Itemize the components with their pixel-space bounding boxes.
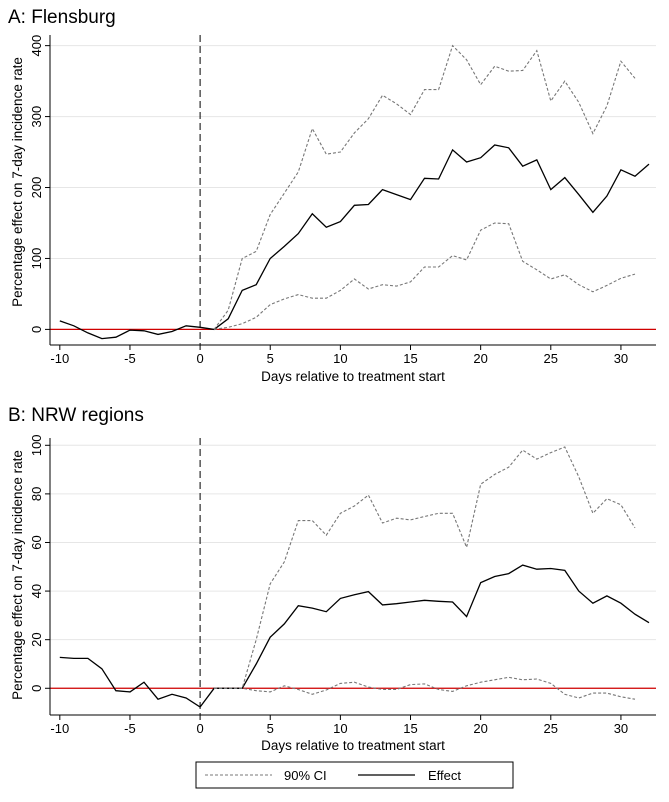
panel-b-y-tick-label: 80 bbox=[29, 487, 44, 501]
legend-box bbox=[195, 761, 514, 789]
legend: 90% CI Effect bbox=[195, 761, 514, 789]
panel-a-x-tick-label: 25 bbox=[544, 351, 558, 366]
panel-b-x-tick-label: -5 bbox=[124, 721, 136, 736]
panel-a-effect-line bbox=[59, 144, 650, 340]
panel-a-ci-upper-line bbox=[213, 44, 636, 330]
panel-a-x-tick-label: 15 bbox=[403, 351, 417, 366]
panel-b-x-tick-label: 15 bbox=[403, 721, 417, 736]
panel-b: B: NRW regions Percentage effect on 7-da… bbox=[8, 405, 656, 753]
panel-a-x-tick-label: 20 bbox=[473, 351, 487, 366]
panel-a-y-tick-label: 0 bbox=[29, 326, 44, 333]
panel-a: A: Flensburg Percentage effect on 7-day … bbox=[8, 7, 656, 384]
panel-b-y-tick-label: 0 bbox=[29, 685, 44, 692]
panel-b-ci-lower-line bbox=[214, 676, 636, 700]
panel-a-ci-lower-line bbox=[214, 222, 636, 330]
panel-a-ylabel: Percentage effect on 7-day incidence rat… bbox=[10, 57, 25, 307]
panel-a-x-tick-label: 5 bbox=[267, 351, 274, 366]
panel-a-x-tick-label: 10 bbox=[333, 351, 347, 366]
panel-b-x-tick-label: 0 bbox=[196, 721, 203, 736]
panel-b-y-tick-label: 40 bbox=[29, 584, 44, 598]
panel-b-x-tick-label: 30 bbox=[614, 721, 628, 736]
panel-b-x-tick-label: 10 bbox=[333, 721, 347, 736]
panel-b-x-tick-label: 5 bbox=[267, 721, 274, 736]
panel-b-ylabel: Percentage effect on 7-day incidence rat… bbox=[10, 450, 25, 700]
panel-b-x-tick-label: 20 bbox=[473, 721, 487, 736]
panel-a-title: A: Flensburg bbox=[8, 7, 116, 28]
panel-b-x-tick-label: -10 bbox=[50, 721, 69, 736]
panel-b-xlabel: Days relative to treatment start bbox=[261, 738, 445, 753]
legend-effect-label: Effect bbox=[428, 768, 461, 783]
panel-b-effect-line bbox=[59, 564, 650, 708]
legend-ci-label: 90% CI bbox=[284, 768, 327, 783]
panel-a-x-tick-label: -5 bbox=[124, 351, 136, 366]
panel-a-y-tick-label: 100 bbox=[29, 248, 44, 270]
panel-b-title: B: NRW regions bbox=[8, 405, 144, 426]
panel-b-y-tick-label: 100 bbox=[29, 434, 44, 456]
panel-a-xlabel: Days relative to treatment start bbox=[261, 369, 445, 384]
panel-b-x-tick-label: 25 bbox=[544, 721, 558, 736]
panel-a-y-tick-label: 300 bbox=[29, 106, 44, 128]
panel-b-y-tick-label: 60 bbox=[29, 535, 44, 549]
panel-b-y-tick-label: 20 bbox=[29, 632, 44, 646]
panel-b-ci-upper-line bbox=[214, 446, 636, 689]
panel-a-x-tick-label: 0 bbox=[196, 351, 203, 366]
panel-a-y-tick-label: 400 bbox=[29, 35, 44, 57]
panel-a-y-tick-label: 200 bbox=[29, 177, 44, 199]
panel-a-x-tick-label: -10 bbox=[50, 351, 69, 366]
panel-a-x-tick-label: 30 bbox=[614, 351, 628, 366]
